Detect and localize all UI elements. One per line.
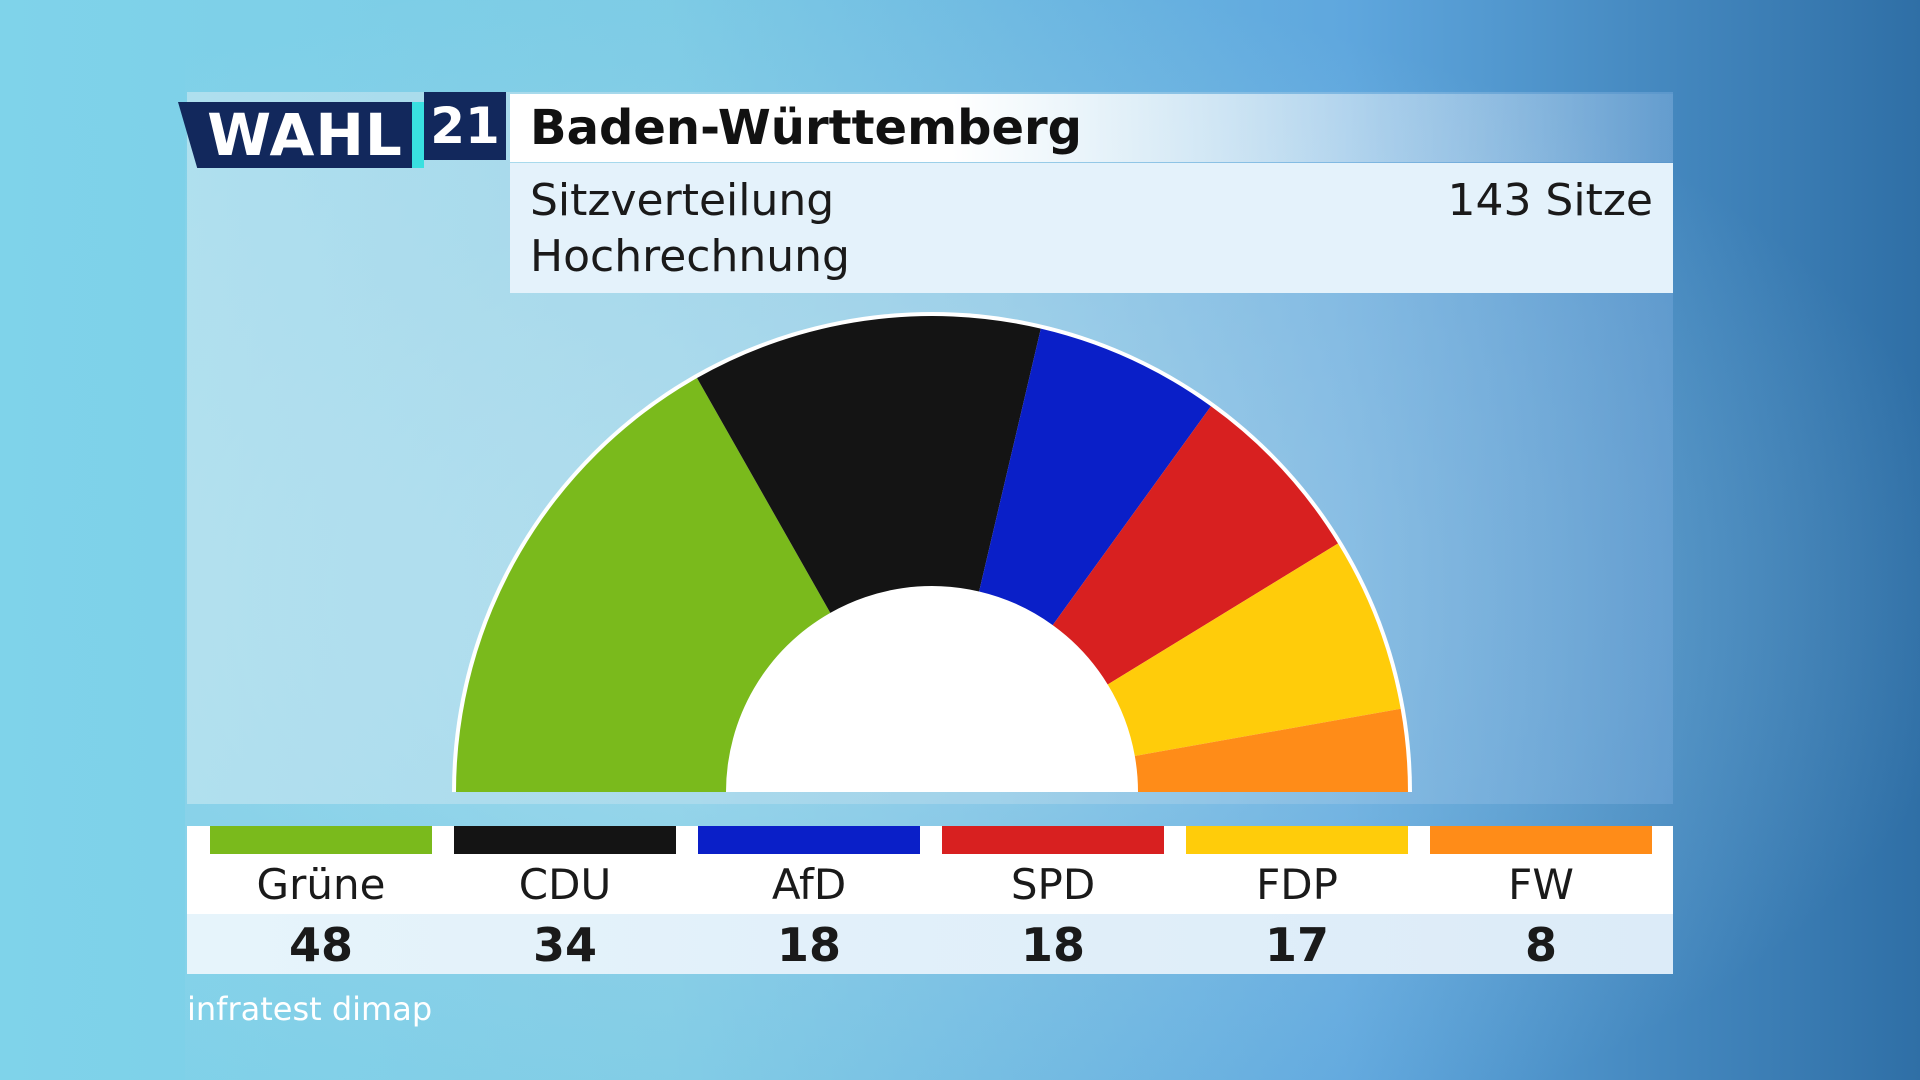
subtitle-line-1: Sitzverteilung [530, 175, 835, 226]
legend-seat-count: 8 [1524, 918, 1557, 972]
subtitle-box: Sitzverteilung Hochrechnung 143 Sitze [510, 163, 1673, 293]
legend-party-name: AfD [771, 860, 847, 909]
legend-item-spd: SPD 18 [942, 826, 1164, 974]
legend-seat-count: 18 [776, 918, 841, 972]
subtitle-line-2: Hochrechnung [530, 231, 850, 282]
legend-party-name: SPD [1010, 860, 1096, 909]
seats-total: 143 Sitze [1447, 175, 1653, 226]
legend-seat-count: 48 [288, 918, 353, 972]
legend: Grüne 48 CDU 34 AfD 18 SPD 18 FDP 17 FW 8 [187, 826, 1673, 974]
legend-item-grne: Grüne 48 [210, 826, 432, 974]
logo-year: 21 [424, 92, 506, 160]
seat-segment-fw [1134, 708, 1408, 792]
legend-item-fdp: FDP 17 [1186, 826, 1408, 974]
legend-party-name: Grüne [256, 860, 386, 909]
legend-swatch [210, 826, 432, 854]
legend-item-afd: AfD 18 [698, 826, 920, 974]
legend-seat-count: 34 [532, 918, 597, 972]
seat-segment-afd [979, 328, 1211, 626]
legend-party-name: CDU [518, 860, 612, 909]
legend-swatch [698, 826, 920, 854]
legend-swatch [454, 826, 676, 854]
logo-accent-stripe [412, 102, 424, 168]
legend-party-name: FDP [1256, 860, 1338, 909]
source-credit: infratest dimap [187, 990, 433, 1028]
legend-seat-count: 17 [1264, 918, 1329, 972]
seat-segment-spd [1052, 406, 1338, 685]
legend-swatch [1186, 826, 1408, 854]
legend-swatch [1430, 826, 1652, 854]
legend-swatch [942, 826, 1164, 854]
logo-wahl-text: WAHL [178, 102, 418, 168]
seat-segment-cdu [697, 316, 1041, 613]
legend-values-band [187, 914, 1673, 974]
title-text: Baden-Württemberg [530, 100, 1083, 156]
seat-segment-fdp [1107, 543, 1401, 756]
page-title: Baden-Württemberg [510, 94, 1673, 162]
legend-seat-count: 18 [1020, 918, 1085, 972]
legend-item-fw: FW 8 [1430, 826, 1652, 974]
legend-item-cdu: CDU 34 [454, 826, 676, 974]
seat-segment-grne [456, 378, 831, 792]
legend-party-name: FW [1508, 860, 1574, 909]
